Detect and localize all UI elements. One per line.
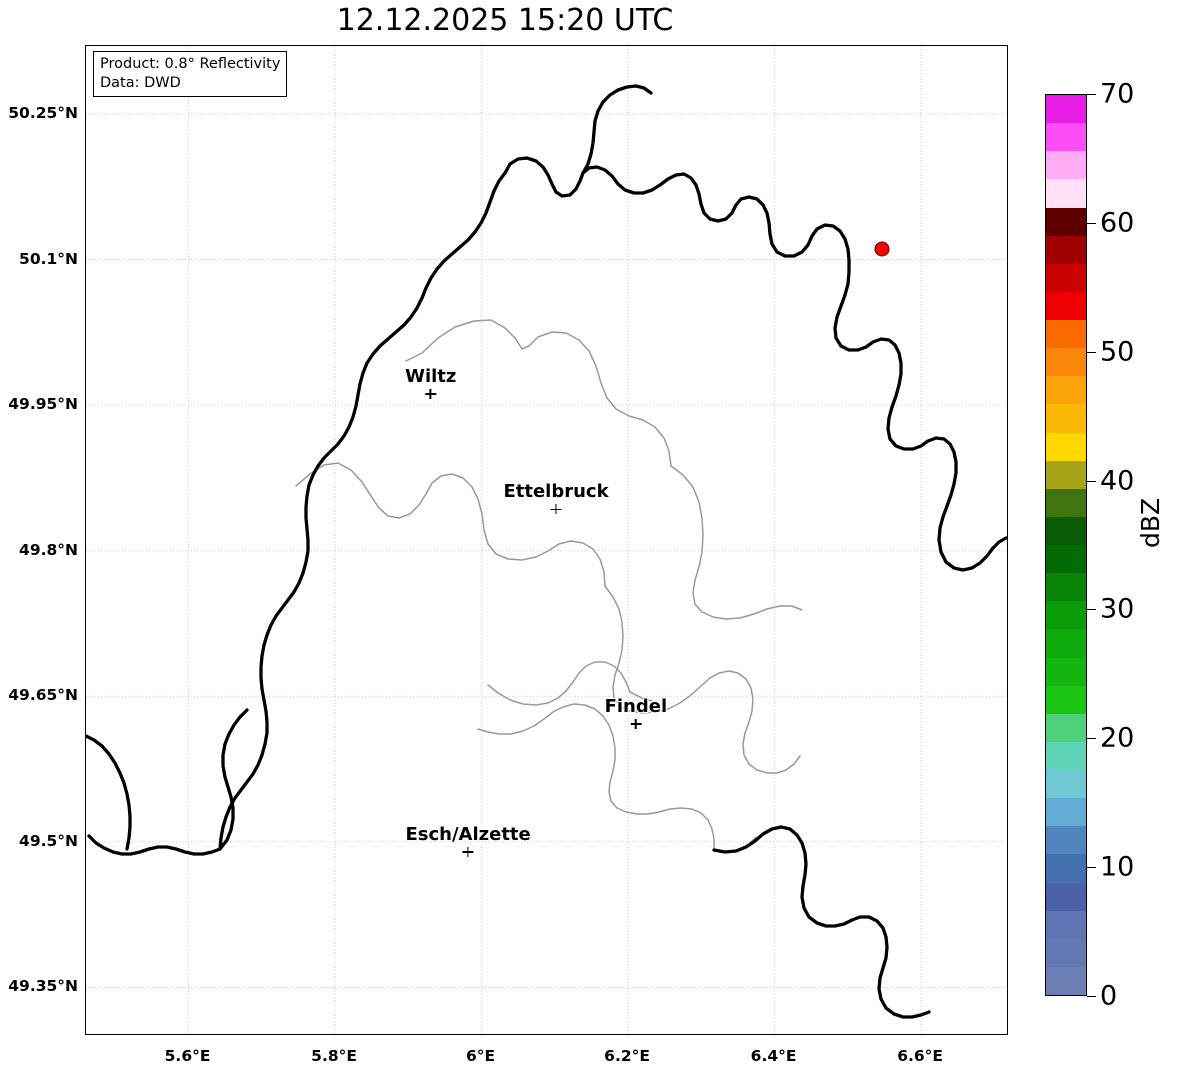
colorbar-band [1046,235,1086,264]
map-vector-layer [86,46,1007,1034]
colorbar-band [1046,826,1086,855]
colorbar-tick-label: 70 [1100,78,1135,110]
page-title: 12.12.2025 15:20 UTC [336,3,674,38]
colorbar-band [1046,488,1086,517]
x-tick-label: 6.6°E [897,1047,943,1065]
colorbar-tick-label: 50 [1100,336,1135,368]
radar-site-marker[interactable] [874,241,890,257]
x-tick-label: 6.2°E [604,1047,650,1065]
colorbar-band [1046,798,1086,827]
colorbar-band [1046,376,1086,405]
colorbar-band [1046,741,1086,770]
colorbar-band [1046,460,1086,489]
y-tick-label: 49.65°N [8,686,78,705]
data-source-line: Data: DWD [100,74,181,91]
cantonal-borders [295,319,803,853]
colorbar-band [1046,95,1086,124]
colorbar-band [1046,601,1086,630]
colorbar-band [1046,291,1086,320]
colorbar-tick-mark [1087,351,1096,353]
colorbar-tick-mark [1087,867,1096,869]
colorbar-band [1046,404,1086,433]
product-info-box: Product: 0.8° Reflectivity Data: DWD [93,51,288,98]
colorbar-band [1046,629,1086,658]
colorbar-tick-label: 30 [1100,593,1135,625]
grid-lines [86,46,1007,1034]
x-tick-label: 6.4°E [750,1047,797,1065]
colorbar-band [1046,854,1086,883]
colorbar-tick-mark [1087,222,1096,224]
colorbar-band [1046,207,1086,236]
colorbar-band [1046,263,1086,292]
y-tick-label: 49.5°N [19,831,78,850]
colorbar-tick-label: 10 [1100,851,1135,883]
colorbar-tick-mark [1087,94,1096,95]
colorbar-tick-mark [1087,996,1096,997]
colorbar-band [1046,573,1086,602]
surrounding-national-borders [87,84,1007,1019]
colorbar-tick-mark [1087,738,1096,740]
colorbar-band [1046,938,1086,967]
y-tick-label: 49.95°N [8,395,78,414]
colorbar-band [1046,770,1086,799]
product-line: Product: 0.8° Reflectivity [100,56,281,72]
colorbar-band [1046,516,1086,545]
colorbar-band [1046,657,1086,686]
colorbar-tick-label: 60 [1100,207,1135,239]
colorbar-band [1046,320,1086,349]
y-tick-label: 50.25°N [8,103,78,122]
national-borders [218,156,995,851]
colorbar-band [1046,179,1086,208]
x-tick-label: 5.8°E [311,1047,357,1065]
colorbar-band [1046,545,1086,574]
map-plot-area[interactable]: Product: 0.8° Reflectivity Data: DWD [85,45,1008,1035]
colorbar-tick-label: 0 [1100,980,1118,1012]
southwest-border-fragment [86,734,132,851]
colorbar-tick-label: 20 [1100,722,1135,754]
colorbar-band [1046,348,1086,377]
colorbar-band [1046,910,1086,939]
colorbar-band [1046,966,1086,995]
colorbar-band [1046,882,1086,911]
colorbar: 0 10 20 30 40 50 60 70 [1045,79,1134,1012]
colorbar-band [1046,685,1086,714]
y-tick-label: 49.35°N [8,977,78,996]
colorbar-tick-mark [1087,609,1096,611]
y-tick-label: 49.8°N [19,540,78,559]
x-tick-label: 6°E [466,1047,496,1065]
colorbar-tick-mark [1087,480,1096,482]
colorbar-band [1046,432,1086,461]
y-tick-label: 50.1°N [19,249,78,268]
colorbar-gradient [1045,94,1087,996]
colorbar-tick-label: 40 [1100,465,1135,497]
colorbar-band [1046,713,1086,742]
x-tick-label: 5.6°E [164,1047,211,1065]
colorbar-band [1046,151,1086,180]
colorbar-band [1046,123,1086,152]
colorbar-axis-label: dBZ [1136,497,1165,548]
